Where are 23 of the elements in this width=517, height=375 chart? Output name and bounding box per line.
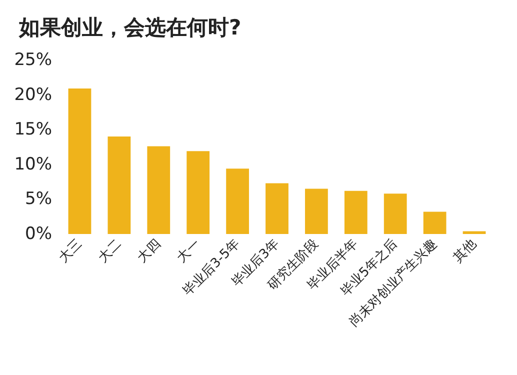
bar: [344, 190, 368, 234]
x-tick-label: 大一: [174, 236, 204, 266]
x-tick-label: 其他: [450, 236, 480, 266]
bar: [266, 183, 288, 234]
y-tick-label: 20%: [14, 84, 52, 105]
bar: [147, 146, 170, 234]
x-tick-label: 大四: [134, 236, 164, 266]
bar: [384, 194, 407, 234]
bar: [108, 136, 131, 234]
y-tick-label: 25%: [14, 50, 52, 70]
bar: [68, 88, 92, 234]
y-tick-label: 15%: [14, 120, 52, 140]
chart-title: 如果创业，会选在何时?: [18, 16, 242, 40]
bar: [423, 212, 446, 234]
bar: [462, 231, 486, 234]
y-tick-label: 0%: [25, 224, 52, 244]
bar: [226, 168, 249, 234]
x-tick-label: 大三: [56, 236, 86, 266]
bar: [305, 188, 328, 234]
x-tick-label: 大二: [95, 236, 124, 266]
y-tick-label: 5%: [25, 189, 52, 210]
bar: [186, 151, 210, 234]
y-tick-label: 10%: [14, 154, 52, 174]
